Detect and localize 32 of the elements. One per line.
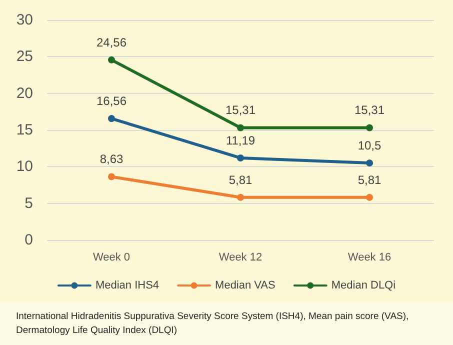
y-tick-label: 25 <box>16 48 33 66</box>
data-label: 15,31 <box>225 103 256 118</box>
x-tick-label: Week 16 <box>348 252 392 264</box>
y-tick-label: 20 <box>16 84 33 102</box>
x-tick-label: Week 0 <box>92 252 130 264</box>
point <box>237 194 244 201</box>
y-tick-label: 15 <box>16 122 33 138</box>
data-label: 15,31 <box>354 103 385 118</box>
point <box>108 173 115 180</box>
legend-label: Median VAS <box>215 280 276 292</box>
data-label: 11,19 <box>226 133 256 148</box>
point <box>237 124 244 132</box>
data-label: 5,81 <box>228 172 252 187</box>
point <box>366 160 373 166</box>
data-label: 16,56 <box>96 94 127 108</box>
point <box>366 124 373 132</box>
y-tick-label: 0 <box>24 232 33 248</box>
point <box>366 194 373 201</box>
legend-label: Median IHS4 <box>95 280 160 292</box>
legend-label: Median DLQi <box>331 280 396 292</box>
text: International Hidradenitis Suppurativa Severity Score System (ISH4), Mean pain score (VAS), Dermatology Life Quality Index (DLQI) <box>16 310 410 338</box>
data-label: 10,5 <box>358 138 382 152</box>
data-label: 5,81 <box>358 172 382 187</box>
point <box>108 56 115 64</box>
point <box>237 154 244 162</box>
y-tick-label: 30 <box>16 12 33 28</box>
y-tick-label: 10 <box>16 158 33 176</box>
y-tick-label: 5 <box>24 194 33 212</box>
data-label: 8,63 <box>100 152 124 166</box>
point <box>108 115 115 122</box>
x-tick-label: Week 12 <box>218 252 262 264</box>
data-label: 24,56 <box>96 35 127 50</box>
